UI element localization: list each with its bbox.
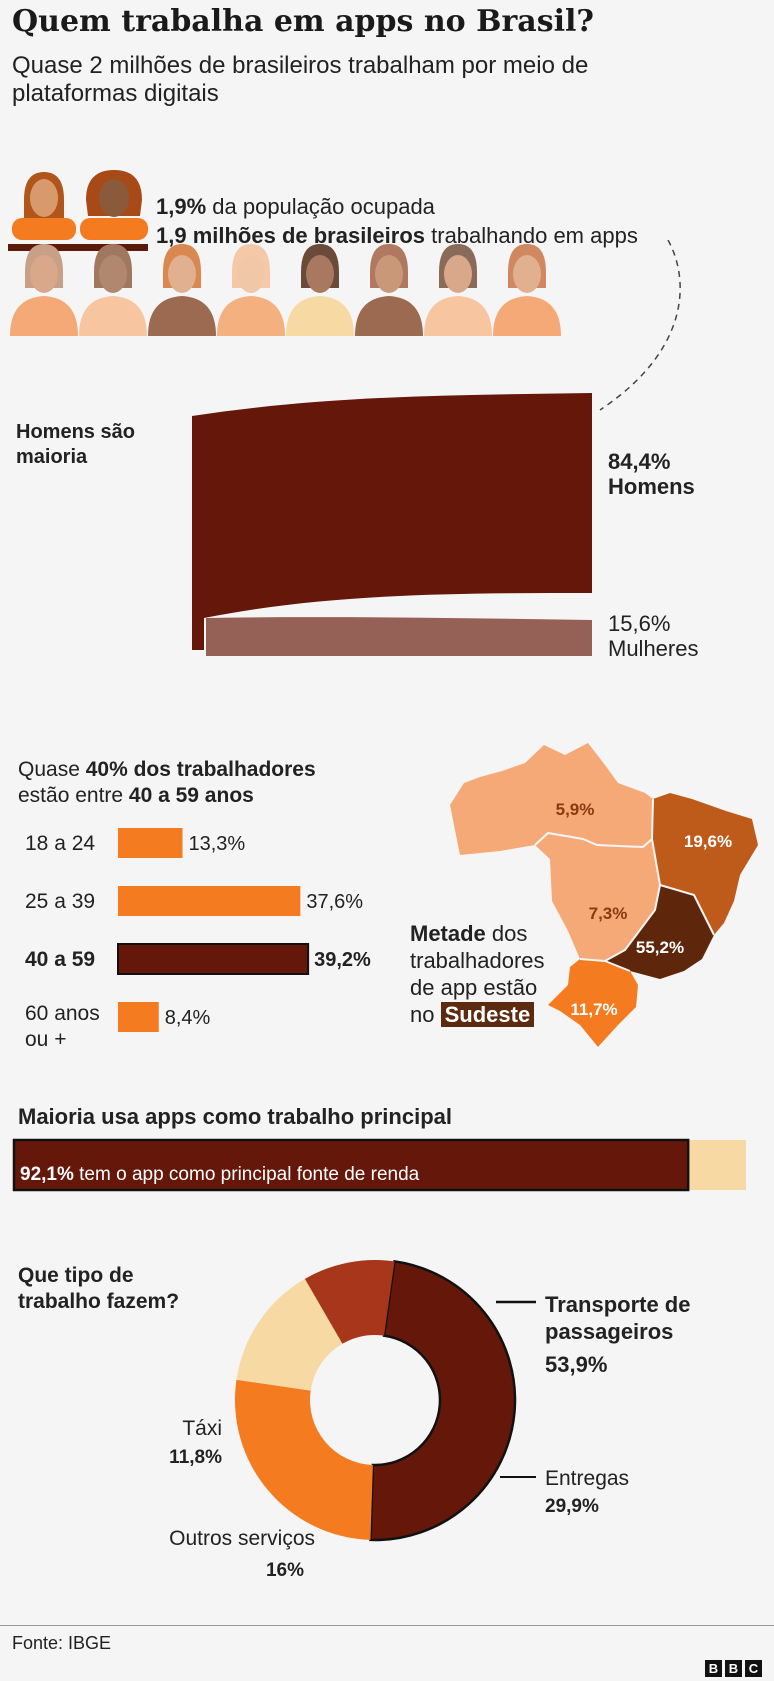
population-count: 1,9 milhões de brasileiros <box>156 223 426 248</box>
age-category-label: 40 a 59 <box>25 948 95 971</box>
population-pct-text: da população ocupada <box>206 194 435 219</box>
men-label: Homens <box>608 474 695 499</box>
age-bar <box>117 943 310 975</box>
person-icon <box>79 244 147 336</box>
age-value-label: 39,2% <box>314 949 371 971</box>
age-value-label: 8,4% <box>165 1007 211 1029</box>
region-text-line-4: no Sudeste <box>410 1001 535 1028</box>
age-category-label: 60 anos ou + <box>25 1002 100 1051</box>
region-value-label: 7,3% <box>589 904 628 923</box>
age-bar <box>118 1002 159 1032</box>
highlight-underline <box>8 244 148 251</box>
donut-slice-other-services <box>236 1278 343 1391</box>
region-highlight: Sudeste <box>440 1002 535 1027</box>
region-northeast <box>652 793 758 935</box>
main-job-pct: 92,1% <box>20 1164 74 1185</box>
region-north <box>450 743 653 855</box>
page-title: Quem trabalha em apps no Brasil? <box>12 4 594 39</box>
age-heading-line-1: Quase 40% dos trabalhadores <box>18 756 316 783</box>
person-icon <box>148 244 216 336</box>
slice-name-label: Táxi <box>182 1417 222 1440</box>
main-job-bar-chart <box>12 1138 746 1192</box>
region-text-line-1: Metade dos <box>410 920 527 947</box>
person-icon <box>355 244 423 336</box>
gender-heading: Homens são maioria <box>16 421 135 468</box>
age-value-label: 37,6% <box>306 891 363 913</box>
person-highlight-2 <box>80 170 148 240</box>
person-icon <box>424 244 492 336</box>
bbc-logo-b2: B <box>725 1660 742 1677</box>
people-illustration <box>8 170 561 336</box>
age-category-label: 18 a 24 <box>25 832 95 855</box>
main-job-heading: Maioria usa apps como trabalho principal <box>18 1104 452 1129</box>
bbc-logo-c: C <box>745 1660 762 1677</box>
person-highlight-1 <box>12 172 76 240</box>
region-text-1: dos <box>485 921 528 946</box>
age-category-label: 25 a 39 <box>25 890 95 913</box>
population-count-text: trabalhando em apps <box>425 223 638 248</box>
main-job-bar-principal <box>12 1138 690 1192</box>
work-type-heading-1: Que tipo de <box>18 1264 134 1287</box>
population-pct: 1,9% <box>156 194 207 219</box>
slice-value-label: 53,9% <box>545 1352 607 1377</box>
slice-value-label: 16% <box>266 1560 304 1581</box>
age-heading-bold1: 40% dos trabalhadores <box>85 758 316 781</box>
region-text-line-2: trabalhadores <box>410 948 545 973</box>
work-type-heading-2: trabalho fazem? <box>18 1290 180 1313</box>
slice-name-label: Entregas <box>545 1467 629 1490</box>
region-text-bold: Metade <box>410 921 486 946</box>
slice-value-label: 11,8% <box>169 1447 222 1468</box>
men-pct: 84,4% <box>608 449 671 474</box>
bbc-logo-b1: B <box>705 1660 722 1677</box>
person-icon <box>10 244 78 336</box>
region-value-label: 11,7% <box>570 1000 617 1019</box>
footer-divider <box>0 1625 774 1626</box>
slice-value-label: 29,9% <box>545 1496 599 1517</box>
region-value-label: 55,2% <box>636 938 684 957</box>
region-value-label: 5,9% <box>556 800 595 819</box>
gender-flow-chart <box>192 240 681 656</box>
slice-name-label: Transporte de <box>545 1292 690 1317</box>
region-south <box>548 959 638 1047</box>
page-subtitle: Quase 2 milhões de brasileiros trabalham… <box>12 52 589 107</box>
women-pct: 15,6% <box>608 611 671 636</box>
region-southeast <box>605 885 714 979</box>
region-borders <box>534 798 715 972</box>
population-line-1: 1,9% da população ocupada <box>156 193 435 220</box>
age-value-label: 13,3% <box>189 833 246 855</box>
age-bar-chart: 13,3% 18 a 24 37,6% 25 a 39 39,2% 40 a 59 8,4%… <box>25 828 371 1051</box>
connector-dashed <box>599 240 681 411</box>
person-icon <box>493 244 561 336</box>
women-label: Mulheres <box>608 636 699 661</box>
donut-slice-deliveries <box>235 1379 373 1540</box>
region-text-line-3: de app estão <box>410 975 538 1000</box>
donut-slice-taxi <box>304 1260 395 1344</box>
age-heading-line-2: estão entre 40 a 59 anos <box>18 782 254 809</box>
region-value-label: 19,6% <box>684 832 732 851</box>
region-central-west <box>535 833 660 961</box>
main-job-bar-rest <box>688 1140 746 1190</box>
region-text-4: no <box>410 1002 441 1027</box>
source-note: Fonte: IBGE <box>12 1633 112 1653</box>
age-bar <box>118 828 183 858</box>
slice-name-label: passageiros <box>545 1319 673 1344</box>
donut-slice-transport <box>369 1259 517 1542</box>
person-icon <box>217 244 285 336</box>
person-icon <box>286 244 354 336</box>
age-heading-bold2: 40 a 59 anos <box>128 784 254 807</box>
main-job-label: 92,1% tem o app como principal fonte de … <box>20 1161 419 1188</box>
age-heading-mid: estão entre <box>18 784 129 807</box>
brazil-map: 5,9% 19,6% 7,3% 55,2% 11,7% <box>450 743 758 1047</box>
age-heading-pre: Quase <box>18 758 86 781</box>
slice-name-label: Outros serviços <box>169 1527 315 1550</box>
main-job-text: tem o app como principal fonte de renda <box>73 1164 420 1185</box>
population-line-2: 1,9 milhões de brasileiros trabalhando e… <box>156 222 638 249</box>
age-bar <box>118 886 301 916</box>
people-row <box>10 244 561 336</box>
flow-women <box>206 617 592 656</box>
bbc-logo: B B C <box>705 1660 762 1677</box>
flow-men <box>192 393 592 650</box>
